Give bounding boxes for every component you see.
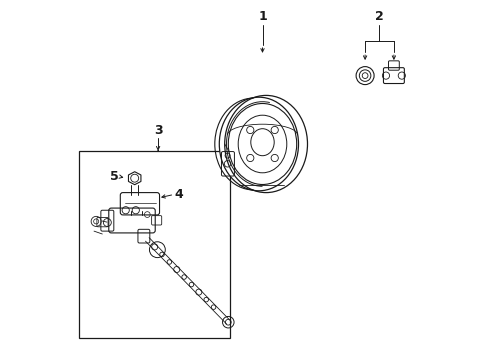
Bar bbox=[79, 151, 230, 338]
Text: 2: 2 bbox=[374, 10, 383, 23]
Text: 3: 3 bbox=[153, 124, 162, 137]
Ellipse shape bbox=[228, 104, 296, 185]
Ellipse shape bbox=[219, 97, 298, 191]
Text: 5: 5 bbox=[110, 170, 118, 183]
Text: 4: 4 bbox=[174, 188, 183, 201]
Text: 1: 1 bbox=[258, 10, 266, 23]
